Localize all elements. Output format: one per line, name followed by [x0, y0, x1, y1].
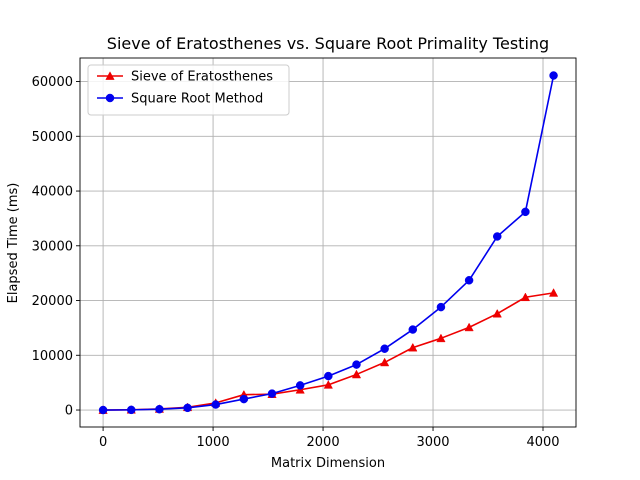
data-point-square-root-method	[380, 344, 389, 353]
data-point-square-root-method	[549, 71, 558, 80]
data-point-square-root-method	[183, 403, 192, 413]
legend-marker	[105, 93, 115, 103]
data-point-square-root-method	[126, 405, 136, 415]
x-tick-label: 3000	[416, 435, 449, 450]
legend-label: Square Root Method	[131, 92, 263, 107]
x-tick-label: 0	[99, 435, 107, 450]
y-tick-label: 40000	[32, 185, 73, 200]
series-layer	[98, 71, 559, 415]
x-tick-label: 1000	[197, 435, 230, 450]
data-point-sieve-of-eratosthenes	[492, 308, 502, 318]
legend-item-sieve-of-eratosthenes: Sieve of Eratosthenes	[97, 70, 273, 85]
legend-box	[87, 64, 290, 116]
data-point-sieve-of-eratosthenes	[323, 380, 333, 389]
data-point-sieve-of-eratosthenes	[520, 292, 531, 302]
y-tick-label: 10000	[32, 349, 73, 364]
data-point-square-root-method	[211, 400, 220, 409]
data-point-sieve-of-eratosthenes	[548, 288, 559, 297]
grid	[80, 58, 576, 427]
y-tick-label: 0	[65, 404, 73, 419]
data-point-sieve-of-eratosthenes	[464, 322, 474, 332]
y-tick-label: 60000	[32, 75, 73, 90]
x-tick-label: 4000	[526, 435, 559, 450]
data-point-square-root-method	[295, 381, 305, 390]
y-tick-label: 30000	[32, 239, 73, 254]
data-point-square-root-method	[155, 404, 164, 414]
data-point-square-root-method	[436, 302, 446, 312]
x-axis-label: Matrix Dimension	[271, 456, 385, 471]
plot-frame	[79, 57, 577, 428]
data-point-square-root-method	[324, 371, 333, 381]
y-tick-label: 50000	[32, 130, 73, 145]
legend-item-square-root-method: Square Root Method	[97, 92, 263, 107]
data-point-sieve-of-eratosthenes	[380, 357, 390, 367]
data-point-square-root-method	[267, 389, 277, 398]
ticks: 0 1000 2000 3000 400001000020000300004000050…	[32, 75, 560, 450]
y-axis-label: Elapsed Time (ms)	[6, 183, 21, 304]
series-square-root-method	[98, 71, 558, 415]
data-point-square-root-method	[521, 207, 530, 217]
data-point-square-root-method	[98, 405, 108, 415]
data-point-square-root-method	[352, 360, 361, 369]
chart-title: Sieve of Eratosthenes vs. Square Root Pr…	[107, 34, 549, 53]
data-point-sieve-of-eratosthenes	[351, 369, 362, 379]
legend-label: Sieve of Eratosthenes	[131, 70, 273, 85]
data-point-sieve-of-eratosthenes	[408, 342, 418, 352]
data-point-square-root-method	[239, 394, 249, 404]
data-point-square-root-method	[408, 325, 418, 334]
legend: Sieve of Eratosthenes Square Root Method	[87, 64, 290, 116]
x-tick-label: 2000	[307, 435, 340, 450]
data-point-sieve-of-eratosthenes	[436, 333, 446, 343]
legend-marker	[105, 71, 115, 80]
data-point-square-root-method	[493, 232, 502, 241]
y-tick-label: 20000	[32, 294, 73, 309]
data-point-square-root-method	[464, 276, 474, 285]
